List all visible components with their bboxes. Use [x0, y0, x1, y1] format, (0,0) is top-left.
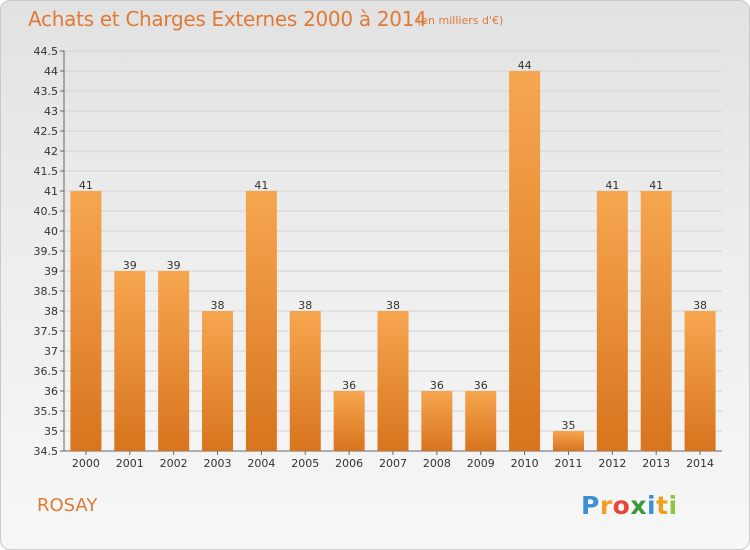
x-tick-label: 2009: [467, 457, 495, 470]
bar-2000: [70, 191, 102, 451]
y-tick-label: 41: [44, 185, 58, 198]
proxiti-logo: Proxiti: [581, 491, 678, 520]
bar-2007: [377, 311, 409, 451]
x-tick-label: 2008: [423, 457, 451, 470]
bar-2014: [684, 311, 716, 451]
x-tick-label: 2011: [554, 457, 582, 470]
bar-2008: [421, 391, 453, 451]
x-tick-label: 2002: [160, 457, 188, 470]
data-label-2006: 36: [342, 379, 356, 392]
y-tick-label: 39: [44, 265, 58, 278]
x-tick-label: 2012: [598, 457, 626, 470]
data-label-2007: 38: [386, 299, 400, 312]
y-tick-label: 42: [44, 145, 58, 158]
logo-letter: o: [612, 491, 631, 520]
bar-2001: [114, 271, 146, 451]
chart-subtitle: (en milliers d'€): [417, 14, 504, 27]
data-label-2003: 38: [211, 299, 225, 312]
logo-letter: i: [668, 491, 678, 520]
bar-2010: [509, 71, 541, 451]
y-tick-label: 43: [44, 105, 58, 118]
bar-2011: [552, 431, 584, 451]
y-tick-label: 38.5: [34, 285, 59, 298]
bar-2003: [202, 311, 234, 451]
data-label-2011: 35: [561, 419, 575, 432]
data-label-2002: 39: [167, 259, 181, 272]
bars: [70, 71, 716, 451]
data-labels: 41 39 39 38 41 38 36 38 36 36 44 35 41 41 38: [79, 59, 707, 432]
bar-2009: [465, 391, 497, 451]
bar-2004: [245, 191, 277, 451]
y-tick-label: 36.5: [34, 365, 59, 378]
logo-letter: i: [647, 491, 657, 520]
y-tick-label: 40: [44, 225, 58, 238]
y-tick-label: 40.5: [34, 205, 59, 218]
y-tick-label: 38: [44, 305, 58, 318]
y-tick-label: 37: [44, 345, 58, 358]
logo-letter: r: [599, 491, 613, 520]
x-tick-label: 2000: [72, 457, 100, 470]
data-label-2001: 39: [123, 259, 137, 272]
x-tick-label: 2007: [379, 457, 407, 470]
y-tick-label: 34.5: [34, 445, 59, 458]
x-tick-label: 2006: [335, 457, 363, 470]
x-tick-label: 2005: [291, 457, 319, 470]
bar-2006: [333, 391, 365, 451]
bar-2013: [640, 191, 672, 451]
y-tick-label: 41.5: [34, 165, 59, 178]
x-tick-label: 2001: [116, 457, 144, 470]
bar-2002: [158, 271, 190, 451]
data-label-2012: 41: [605, 179, 619, 192]
y-tick-label: 43.5: [34, 85, 59, 98]
commune-name: ROSAY: [37, 495, 98, 516]
x-tick-label: 2010: [511, 457, 539, 470]
data-label-2010: 44: [518, 59, 532, 72]
x-tick-label: 2014: [686, 457, 714, 470]
data-label-2005: 38: [298, 299, 312, 312]
y-tick-label: 44.5: [34, 45, 59, 58]
y-tick-label: 42.5: [34, 125, 59, 138]
data-label-2013: 41: [649, 179, 663, 192]
x-tick-label: 2013: [642, 457, 670, 470]
data-label-2004: 41: [254, 179, 268, 192]
data-label-2000: 41: [79, 179, 93, 192]
y-tick-label: 36: [44, 385, 58, 398]
logo-letter: t: [656, 491, 669, 520]
y-tick-label: 35: [44, 425, 58, 438]
y-tick-label: 35.5: [34, 405, 59, 418]
data-label-2009: 36: [474, 379, 488, 392]
y-tick-label: 39.5: [34, 245, 59, 258]
bar-2012: [596, 191, 628, 451]
bar-2005: [289, 311, 321, 451]
y-tick-label: 37.5: [34, 325, 59, 338]
data-label-2014: 38: [693, 299, 707, 312]
x-tick-label: 2003: [204, 457, 232, 470]
logo-letter: x: [630, 491, 647, 520]
y-tick-label: 44: [44, 65, 58, 78]
chart-title: Achats et Charges Externes 2000 à 2014: [28, 7, 427, 31]
x-tick-label: 2004: [247, 457, 275, 470]
data-label-2008: 36: [430, 379, 444, 392]
logo-letter: P: [581, 491, 600, 520]
